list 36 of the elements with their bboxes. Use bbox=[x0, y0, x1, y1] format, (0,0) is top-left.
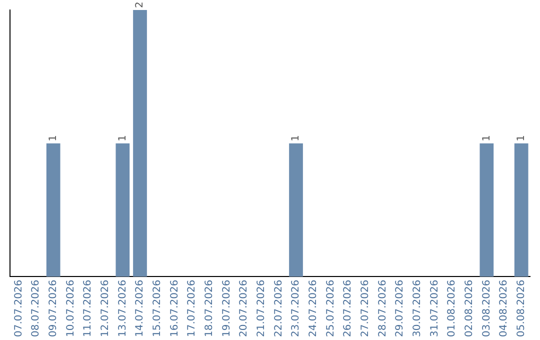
data-label: 1 bbox=[516, 134, 527, 142]
data-label: 1 bbox=[117, 134, 128, 142]
data-label: 1 bbox=[48, 134, 59, 142]
x-tick-label: 03.08.2026 bbox=[481, 280, 492, 338]
x-tick-label: 28.07.2026 bbox=[377, 280, 388, 338]
x-tick-label: 23.07.2026 bbox=[290, 280, 302, 338]
x-tick-label: 02.08.2026 bbox=[464, 280, 475, 338]
x-tick-label: 27.07.2026 bbox=[360, 280, 371, 338]
x-tick-label: 01.08.2026 bbox=[446, 280, 458, 338]
x-tick-label: 09.07.2026 bbox=[48, 280, 59, 338]
x-tick-label: 25.07.2026 bbox=[325, 280, 336, 338]
x-tick-label: 12.07.2026 bbox=[100, 280, 111, 338]
x-tick-label: 04.08.2026 bbox=[498, 280, 510, 338]
x-tick-label: 07.07.2026 bbox=[13, 280, 24, 338]
x-tick-label: 30.07.2026 bbox=[412, 280, 423, 338]
x-tick-label: 08.07.2026 bbox=[30, 280, 42, 338]
x-tick-label: 17.07.2026 bbox=[186, 280, 198, 338]
data-label: 1 bbox=[290, 134, 302, 142]
x-tick-label: 14.07.2026 bbox=[134, 280, 146, 338]
x-tick-label: 18.07.2026 bbox=[204, 280, 215, 338]
x-tick-label: 10.07.2026 bbox=[65, 280, 76, 338]
x-tick-label: 20.07.2026 bbox=[238, 280, 250, 338]
x-tick-label: 15.07.2026 bbox=[152, 280, 163, 338]
x-tick-label: 19.07.2026 bbox=[221, 280, 232, 338]
x-tick-label: 31.07.2026 bbox=[429, 280, 440, 338]
x-tick-label: 11.07.2026 bbox=[82, 280, 94, 338]
x-tick-label: 05.08.2026 bbox=[516, 280, 527, 338]
x-tick-label: 26.07.2026 bbox=[342, 280, 354, 338]
x-tick-label: 24.07.2026 bbox=[308, 280, 319, 338]
x-tick-label: 13.07.2026 bbox=[117, 280, 128, 338]
x-tick-label: 29.07.2026 bbox=[394, 280, 406, 338]
x-tick-label: 22.07.2026 bbox=[273, 280, 284, 338]
x-tick-label: 16.07.2026 bbox=[169, 280, 180, 338]
data-label: 2 bbox=[134, 2, 146, 8]
data-label: 1 bbox=[481, 134, 492, 142]
x-tick-label: 21.07.2026 bbox=[256, 280, 267, 338]
